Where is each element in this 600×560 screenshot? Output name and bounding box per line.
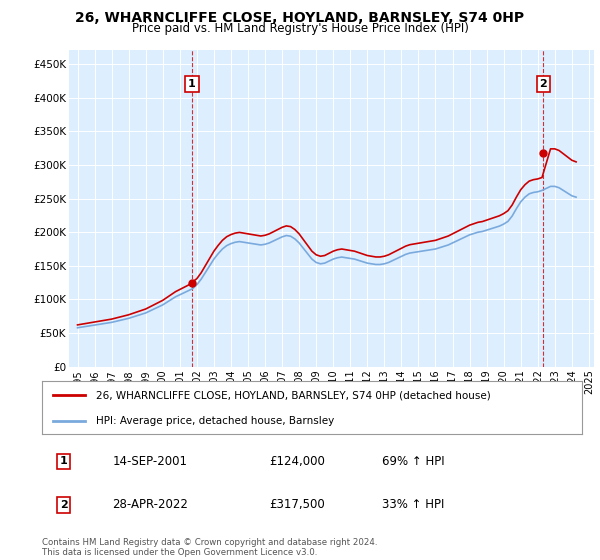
Text: HPI: Average price, detached house, Barnsley: HPI: Average price, detached house, Barn…: [96, 416, 334, 426]
Text: £317,500: £317,500: [269, 498, 325, 511]
Text: 2: 2: [539, 79, 547, 89]
Text: Price paid vs. HM Land Registry's House Price Index (HPI): Price paid vs. HM Land Registry's House …: [131, 22, 469, 35]
Text: Contains HM Land Registry data © Crown copyright and database right 2024.
This d: Contains HM Land Registry data © Crown c…: [42, 538, 377, 557]
Text: 1: 1: [60, 456, 67, 466]
Text: 14-SEP-2001: 14-SEP-2001: [112, 455, 187, 468]
Text: 2: 2: [60, 500, 67, 510]
Text: £124,000: £124,000: [269, 455, 325, 468]
Text: 33% ↑ HPI: 33% ↑ HPI: [382, 498, 445, 511]
Text: 26, WHARNCLIFFE CLOSE, HOYLAND, BARNSLEY, S74 0HP: 26, WHARNCLIFFE CLOSE, HOYLAND, BARNSLEY…: [76, 11, 524, 25]
Text: 26, WHARNCLIFFE CLOSE, HOYLAND, BARNSLEY, S74 0HP (detached house): 26, WHARNCLIFFE CLOSE, HOYLAND, BARNSLEY…: [96, 390, 491, 400]
Text: 1: 1: [188, 79, 196, 89]
Text: 28-APR-2022: 28-APR-2022: [112, 498, 188, 511]
Text: 69% ↑ HPI: 69% ↑ HPI: [382, 455, 445, 468]
